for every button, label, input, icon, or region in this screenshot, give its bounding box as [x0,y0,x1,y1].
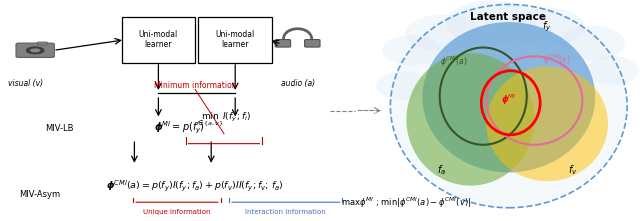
Text: MIV-Asym: MIV-Asym [19,190,60,199]
Text: Interaction information: Interaction information [245,209,326,215]
FancyBboxPatch shape [275,40,291,47]
Text: MIV-LB: MIV-LB [45,124,74,133]
Text: $f_a$: $f_a$ [437,163,446,177]
Ellipse shape [509,8,584,46]
Ellipse shape [406,15,481,51]
Ellipse shape [30,48,40,52]
Text: $\boldsymbol{\phi}^{MI}$: $\boldsymbol{\phi}^{MI}$ [501,92,516,107]
Ellipse shape [26,47,44,54]
Text: $\max\phi^{MI}$ ; $\min|\phi^{CMI}(a) - \phi^{CMI}(v)|$: $\max\phi^{MI}$ ; $\min|\phi^{CMI}(a) - … [341,196,472,210]
Ellipse shape [382,35,442,65]
Text: $f_v$: $f_v$ [568,163,577,177]
Ellipse shape [390,4,627,208]
FancyBboxPatch shape [37,42,47,45]
FancyBboxPatch shape [122,17,195,63]
Text: $\phi^{CMI}(a)$: $\phi^{CMI}(a)$ [440,55,468,69]
Text: $\boldsymbol{\phi}^{MI} = p(f_y)$: $\boldsymbol{\phi}^{MI} = p(f_y)$ [154,120,204,136]
Text: Latent space: Latent space [470,12,545,22]
Text: Minimum information: Minimum information [154,80,237,90]
Ellipse shape [587,56,639,85]
Text: Unique information: Unique information [143,209,211,215]
Text: $\min_{i\in\{a,v\}} I(f_y; f_i)$: $\min_{i\in\{a,v\}} I(f_y; f_i)$ [196,111,252,128]
Text: Uni-modal
learner: Uni-modal learner [216,30,255,50]
FancyBboxPatch shape [16,43,54,57]
Ellipse shape [446,0,536,45]
Text: visual (v): visual (v) [8,80,43,88]
Ellipse shape [486,66,608,181]
Text: $f_y$: $f_y$ [543,19,552,34]
Text: $\phi^{CMI}(v)$: $\phi^{CMI}(v)$ [543,52,571,67]
Text: Uni-modal
learner: Uni-modal learner [139,30,178,50]
Ellipse shape [559,26,625,60]
Ellipse shape [406,53,534,186]
FancyBboxPatch shape [305,40,320,47]
Text: audio (a): audio (a) [280,80,315,88]
Ellipse shape [376,72,428,100]
Ellipse shape [422,22,595,172]
Text: $\boldsymbol{\phi}^{CMI}(a) = p(f_y)I(f_y;f_a) + p(f_v)II(f_y;f_v;\, f_a)$: $\boldsymbol{\phi}^{CMI}(a) = p(f_y)I(f_… [106,178,284,193]
FancyBboxPatch shape [198,17,272,63]
